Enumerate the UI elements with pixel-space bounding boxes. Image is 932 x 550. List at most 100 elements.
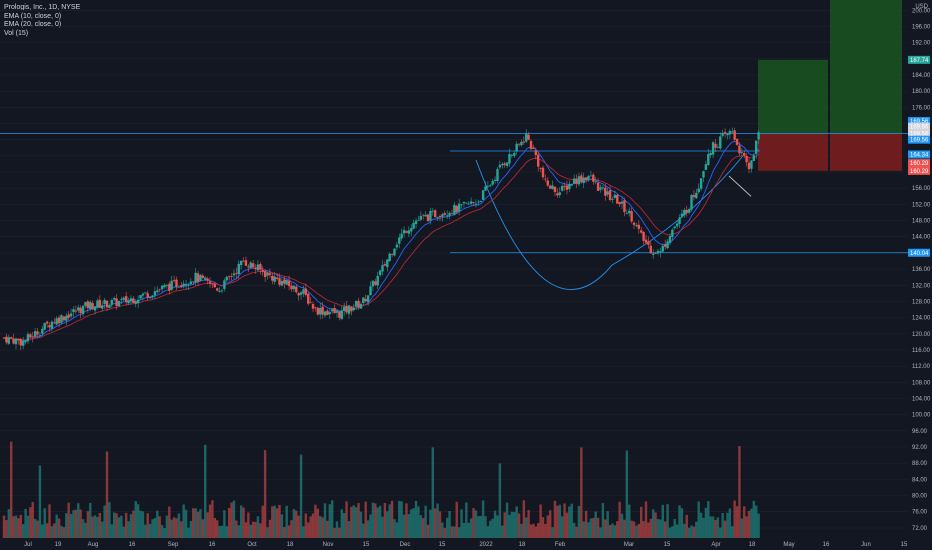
volume-bar bbox=[280, 514, 284, 538]
candle-body bbox=[5, 336, 8, 343]
candle-body bbox=[129, 298, 133, 302]
candle-body bbox=[307, 293, 310, 304]
y-tick-label: 104.00 bbox=[912, 397, 931, 403]
candle-body bbox=[117, 300, 121, 307]
x-tick-label: 16 bbox=[823, 542, 830, 548]
volume-bar bbox=[572, 522, 576, 538]
candle-body bbox=[481, 190, 485, 200]
candle-body bbox=[601, 187, 605, 189]
candle-body bbox=[280, 280, 284, 286]
candle-body bbox=[352, 307, 355, 311]
candle-body bbox=[477, 201, 480, 203]
candle-body bbox=[752, 155, 756, 162]
volume-bar bbox=[740, 518, 744, 538]
candle-body bbox=[654, 252, 657, 254]
candle-body bbox=[381, 265, 384, 272]
candle-body bbox=[206, 278, 209, 281]
volume-bar bbox=[144, 524, 147, 538]
candle-body bbox=[747, 162, 751, 170]
price-tag bbox=[908, 166, 930, 175]
candle-body bbox=[309, 302, 312, 304]
candle-body bbox=[33, 331, 37, 337]
volume-bar bbox=[469, 518, 473, 538]
volume-bar bbox=[168, 506, 171, 538]
volume-bar bbox=[642, 521, 645, 538]
y-tick-label: 176.00 bbox=[912, 105, 931, 111]
volume-bar bbox=[491, 518, 494, 538]
volume-bar bbox=[587, 522, 590, 538]
volume-bar bbox=[311, 513, 315, 538]
volume-bar bbox=[534, 526, 538, 538]
volume-bar bbox=[115, 513, 118, 538]
x-tick-label: May bbox=[783, 542, 794, 548]
candle-body bbox=[91, 303, 94, 309]
volume-bar bbox=[611, 523, 614, 538]
volume-bar bbox=[697, 501, 700, 538]
candle-body bbox=[647, 241, 650, 245]
volume-bar bbox=[55, 514, 58, 538]
volume-bar bbox=[443, 527, 446, 538]
volume-bar bbox=[5, 520, 8, 538]
y-tick-label: 200.00 bbox=[912, 8, 931, 14]
candle-body bbox=[695, 192, 698, 199]
volume-bar bbox=[328, 504, 331, 538]
volume-bar bbox=[687, 527, 691, 538]
volume-bar bbox=[599, 527, 602, 538]
x-tick-label: 15 bbox=[664, 542, 671, 548]
price-tag bbox=[908, 117, 930, 126]
volume-bar bbox=[733, 500, 736, 538]
volume-bar bbox=[630, 520, 633, 538]
volume-bar bbox=[98, 512, 102, 538]
candle-body bbox=[400, 233, 403, 239]
volume-bar bbox=[721, 513, 724, 538]
volume-bar bbox=[60, 525, 63, 538]
candle-body bbox=[534, 150, 538, 156]
candle-body bbox=[378, 270, 382, 276]
volume-bar bbox=[692, 526, 696, 538]
candle-body bbox=[575, 178, 578, 184]
volume-bar bbox=[474, 510, 478, 538]
candle-body bbox=[525, 133, 528, 142]
y-tick-label: 112.00 bbox=[912, 364, 931, 370]
volume-bar bbox=[596, 517, 600, 538]
volume-bar bbox=[36, 520, 39, 538]
candle-body bbox=[594, 181, 597, 183]
volume-bar bbox=[620, 513, 624, 538]
volume-bar bbox=[388, 504, 391, 538]
x-tick-label: Mar bbox=[624, 542, 634, 548]
price-tag-label: 187.74 bbox=[910, 58, 929, 64]
x-tick-label: Dec bbox=[400, 542, 411, 548]
candle-body bbox=[350, 306, 353, 312]
candle-body bbox=[410, 228, 413, 232]
candle-body bbox=[271, 275, 274, 281]
candle-body bbox=[465, 202, 468, 204]
volume-bar bbox=[390, 500, 394, 538]
volume-bar bbox=[666, 504, 669, 538]
volume-bar bbox=[146, 513, 149, 538]
volume-bar bbox=[477, 516, 480, 538]
candle-body bbox=[244, 260, 248, 266]
volume-bar bbox=[7, 509, 10, 538]
volume-bar bbox=[644, 501, 648, 538]
volume-bar bbox=[467, 522, 470, 538]
volume-bar bbox=[426, 524, 430, 538]
volume-bar bbox=[481, 500, 485, 538]
y-tick-label: 148.00 bbox=[912, 219, 931, 225]
candle-body bbox=[366, 295, 370, 303]
candle-body bbox=[26, 334, 30, 342]
volume-bar bbox=[460, 509, 463, 538]
volume-bar bbox=[139, 510, 142, 538]
volume-bar bbox=[62, 527, 66, 538]
candle-body bbox=[750, 160, 753, 169]
x-tick-label: 18 bbox=[287, 542, 294, 548]
candle-body bbox=[683, 209, 686, 216]
candle-body bbox=[36, 331, 39, 335]
y-tick-label: 100.00 bbox=[912, 413, 931, 419]
x-tick-label: Nov bbox=[323, 542, 334, 548]
candle-body bbox=[630, 211, 633, 222]
candle-body bbox=[599, 187, 602, 190]
candle-body bbox=[304, 288, 308, 295]
candle-body bbox=[89, 302, 92, 310]
candle-body bbox=[168, 283, 171, 291]
